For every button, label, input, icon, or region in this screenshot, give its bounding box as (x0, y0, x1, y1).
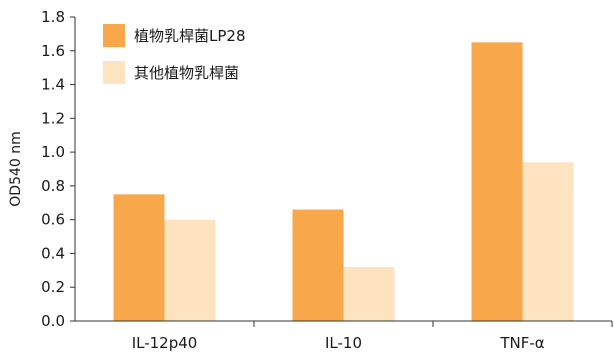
bar-lp28-0 (113, 194, 165, 321)
legend-label: 其他植物乳桿菌 (134, 64, 239, 82)
y-tick-label: 1.4 (41, 76, 65, 94)
y-ticks: 0.0 0.2 0.4 0.6 0.8 1.0 1.2 1.4 1.6 1.8 (41, 8, 75, 330)
y-tick-label: 0.2 (41, 278, 65, 296)
bars (113, 42, 574, 321)
legend-label: 植物乳桿菌LP28 (134, 27, 246, 45)
bar-lp28-2 (471, 42, 523, 321)
legend-swatch (103, 24, 125, 47)
y-tick-label: 1.6 (41, 42, 65, 60)
y-tick-label: 0.0 (41, 312, 65, 330)
axes (74, 17, 612, 322)
y-tick-label: 0.6 (41, 211, 65, 229)
y-tick-label: 1.2 (41, 109, 65, 127)
bar-other-1 (343, 266, 395, 321)
x-tick-label: TNF-α (499, 334, 544, 352)
legend: 植物乳桿菌LP28 其他植物乳桿菌 (103, 24, 246, 84)
x-ticks: IL-12p40 IL-10 TNF-α (132, 321, 613, 352)
x-tick-label: IL-12p40 (132, 334, 198, 352)
legend-swatch (103, 61, 125, 84)
y-tick-label: 1.0 (41, 143, 65, 161)
y-tick-label: 1.8 (41, 8, 65, 26)
x-tick-label: IL-10 (325, 334, 362, 352)
y-tick-label: 0.8 (41, 177, 65, 195)
bar-other-0 (164, 219, 216, 321)
bar-other-2 (522, 162, 574, 321)
y-axis-title: OD540 nm (8, 131, 24, 206)
bar-lp28-1 (292, 209, 344, 321)
y-tick-label: 0.4 (41, 244, 65, 262)
